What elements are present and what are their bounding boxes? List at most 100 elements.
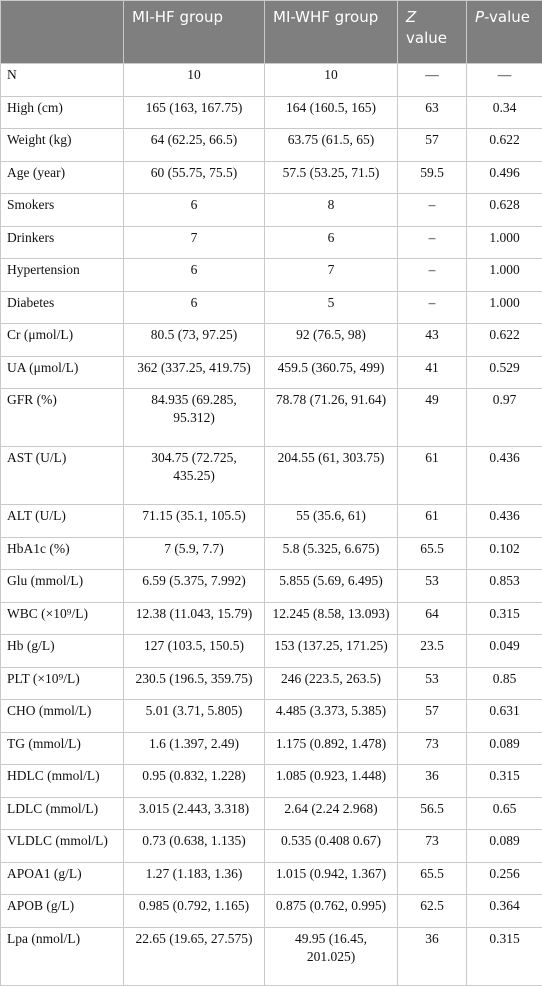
table-cell: 57 <box>397 128 467 162</box>
table-cell: 92 (76.5, 98) <box>264 323 398 357</box>
table-row: Drinkers 7 6–1.000 <box>0 225 542 260</box>
table-cell: 0.364 <box>466 894 542 928</box>
table-row: Lpa (nmol/L) 22.65 (19.65, 27.575) 49.95 (… <box>0 926 542 986</box>
table-cell: 53 <box>397 569 467 603</box>
table-cell: 55 (35.6, 61) <box>264 504 398 538</box>
table-cell: 53 <box>397 666 467 701</box>
row-label: N <box>0 63 124 97</box>
table-cell: 304.75 (72.725, 435.25) <box>123 446 265 506</box>
table-row: TG (mmol/L) 1.6 (1.397, 2.49) 1.175 (0.892… <box>0 731 542 766</box>
table-cell: 0.875 (0.762, 0.995) <box>264 894 398 928</box>
table-cell: 127 (103.5, 150.5) <box>123 634 265 668</box>
table-cell: 1.085 (0.923, 1.448) <box>264 764 398 798</box>
table-row: VLDLC (mmol/L) 0.73 (0.638, 1.135) 0.535 (… <box>0 829 542 863</box>
table-cell: 6 <box>264 225 398 260</box>
row-label: Glu (mmol/L) <box>0 569 124 603</box>
table-cell: 7 <box>123 225 265 260</box>
table-cell: – <box>397 290 467 325</box>
table-cell: 59.5 <box>397 160 467 195</box>
table-cell: 61 <box>397 504 467 538</box>
row-label: Age (year) <box>0 160 124 195</box>
table-cell: 5.01 (3.71, 5.805) <box>123 699 265 733</box>
table-cell: 84.935 (69.285, 95.312) <box>123 388 265 448</box>
table-cell: 10 <box>123 63 265 97</box>
table-cell: 23.5 <box>397 634 467 668</box>
table-row: ALT (U/L) 71.15 (35.1, 105.5) 55 (35.6, 61… <box>0 504 542 538</box>
table-cell: 2.64 (2.24 2.968) <box>264 796 398 831</box>
table-cell: 0.535 (0.408 0.67) <box>264 829 398 863</box>
header-text: value <box>406 29 447 47</box>
table-cell: 0.315 <box>466 764 542 798</box>
header-text: -value <box>484 8 531 26</box>
table-row: CHO (mmol/L) 5.01 (3.71, 5.805) 4.485 (3.3… <box>0 699 542 733</box>
table-cell: 10 <box>264 63 398 97</box>
table-cell: 0.529 <box>466 355 542 390</box>
table-cell: 71.15 (35.1, 105.5) <box>123 504 265 538</box>
table-cell: 165 (163, 167.75) <box>123 95 265 130</box>
table-cell: 56.5 <box>397 796 467 831</box>
table-cell: 60 (55.75, 75.5) <box>123 160 265 195</box>
table-cell: 1.000 <box>466 225 542 260</box>
table-cell: 459.5 (360.75, 499) <box>264 355 398 390</box>
header-italic: P <box>475 8 485 26</box>
table-cell: 5.8 (5.325, 6.675) <box>264 536 398 571</box>
table-row: Glu (mmol/L) 6.59 (5.375, 7.992) 5.855 (5.… <box>0 569 542 603</box>
table-cell: – <box>397 225 467 260</box>
row-label: High (cm) <box>0 95 124 130</box>
table-cell: 7 <box>264 258 398 292</box>
table-row: Diabetes 6 5–1.000 <box>0 290 542 325</box>
table-cell: 164 (160.5, 165) <box>264 95 398 130</box>
table-cell: 0.315 <box>466 601 542 636</box>
table-cell: 1.175 (0.892, 1.478) <box>264 731 398 766</box>
header-italic: Z <box>406 8 417 26</box>
table-row: WBC (×10⁹/L) 12.38 (11.043, 15.79) 12.245 … <box>0 601 542 636</box>
table-cell: 1.6 (1.397, 2.49) <box>123 731 265 766</box>
table-row: GFR (%) 84.935 (69.285, 95.312) 78.78 (71.… <box>0 388 542 448</box>
table-row: Smokers 6 8–0.628 <box>0 193 542 227</box>
row-label: Drinkers <box>0 225 124 260</box>
table-cell: 73 <box>397 829 467 863</box>
header-cell: P-value <box>466 0 542 64</box>
row-label: Hypertension <box>0 258 124 292</box>
table-cell: — <box>466 63 542 97</box>
table-cell: 1.015 (0.942, 1.367) <box>264 861 398 896</box>
table-cell: 65.5 <box>397 861 467 896</box>
table-cell: 0.65 <box>466 796 542 831</box>
table-body: N 10 10— — High (cm) 165 (163, 167.75) 164 (16… <box>0 63 542 986</box>
table-cell: 1.000 <box>466 258 542 292</box>
table-cell: 0.102 <box>466 536 542 571</box>
table-cell: 0.853 <box>466 569 542 603</box>
table-cell: 3.015 (2.443, 3.318) <box>123 796 265 831</box>
table-cell: – <box>397 258 467 292</box>
table-cell: 0.85 <box>466 666 542 701</box>
table-cell: 1.000 <box>466 290 542 325</box>
row-label: AST (U/L) <box>0 446 124 506</box>
table-cell: 12.38 (11.043, 15.79) <box>123 601 265 636</box>
row-label: ALT (U/L) <box>0 504 124 538</box>
table-row: N 10 10— — <box>0 63 542 97</box>
table-cell: 0.95 (0.832, 1.228) <box>123 764 265 798</box>
table-cell: 0.631 <box>466 699 542 733</box>
table-cell: 6.59 (5.375, 7.992) <box>123 569 265 603</box>
table-cell: 0.315 <box>466 926 542 986</box>
table-cell: 61 <box>397 446 467 506</box>
table-cell: 362 (337.25, 419.75) <box>123 355 265 390</box>
table-row: High (cm) 165 (163, 167.75) 164 (160.5, 16… <box>0 95 542 130</box>
table-cell: 230.5 (196.5, 359.75) <box>123 666 265 701</box>
table-cell: 6 <box>123 258 265 292</box>
header-row: MI-HF group MI-WHF group Z value P-value <box>0 0 542 64</box>
table-cell: 246 (223.5, 263.5) <box>264 666 398 701</box>
header-cell: MI-HF group <box>123 0 265 64</box>
table-row: PLT (×10⁹/L) 230.5 (196.5, 359.75) 246 (22… <box>0 666 542 701</box>
table-row: Hb (g/L) 127 (103.5, 150.5) 153 (137.25, 1… <box>0 634 542 668</box>
table-row: HbA1c (%) 7 (5.9, 7.7) 5.8 (5.325, 6.675) 6… <box>0 536 542 571</box>
table-cell: 65.5 <box>397 536 467 571</box>
table-cell: 49.95 (16.45, 201.025) <box>264 926 398 986</box>
row-label: GFR (%) <box>0 388 124 448</box>
table-row: HDLC (mmol/L) 0.95 (0.832, 1.228) 1.085 (0… <box>0 764 542 798</box>
table-cell: 0.73 (0.638, 1.135) <box>123 829 265 863</box>
table-row: APOB (g/L) 0.985 (0.792, 1.165) 0.875 (0.7… <box>0 894 542 928</box>
table-cell: 204.55 (61, 303.75) <box>264 446 398 506</box>
table-cell: 153 (137.25, 171.25) <box>264 634 398 668</box>
